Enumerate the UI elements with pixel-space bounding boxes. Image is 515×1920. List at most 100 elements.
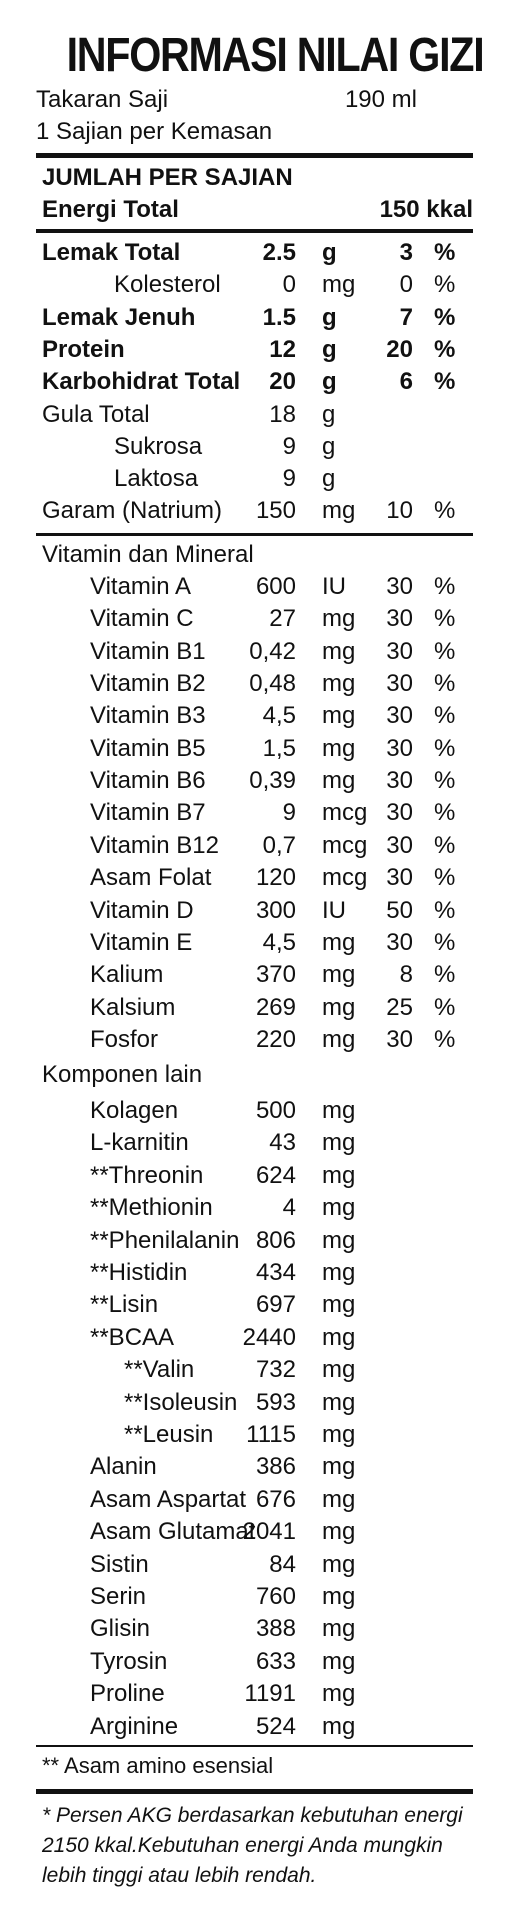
vitamin-percent: 50: [386, 896, 413, 924]
nutrient-unit: g: [322, 465, 336, 493]
nutrient-row: Protein 12 g 20%: [36, 334, 473, 366]
component-row: Serin 760 mg: [36, 1581, 473, 1613]
nutrient-percent: 6: [399, 368, 413, 396]
label-title: INFORMASI NILAI GIZI: [66, 29, 485, 82]
vitamin-row: Vitamin B3 4,5 mg 30%: [36, 700, 473, 732]
vitamin-unit: mcg: [322, 831, 368, 859]
percent-sign: %: [434, 239, 456, 266]
component-row: Arginine 524 mg: [36, 1711, 473, 1743]
component-unit: mg: [322, 1712, 356, 1740]
percent-sign: %: [434, 670, 456, 698]
vitamin-label: Vitamin B5: [90, 734, 206, 762]
percent-sign: %: [434, 831, 456, 859]
vitamin-amount: 370: [255, 961, 296, 989]
component-unit: mg: [322, 1194, 356, 1222]
vitamin-header-row: Vitamin dan Mineral: [36, 539, 473, 571]
component-unit: mg: [322, 1226, 356, 1254]
percent-sign: %: [434, 573, 456, 600]
component-unit: mg: [322, 1485, 356, 1513]
component-label: **BCAA: [90, 1323, 175, 1351]
thick-divider-2: [36, 229, 473, 233]
vitamin-amount: 220: [255, 1025, 296, 1053]
nutrient-unit: g: [322, 368, 337, 396]
vitamin-row: Vitamin E 4,5 mg 30%: [36, 927, 473, 959]
component-row: Asam Aspartat 676 mg: [36, 1484, 473, 1516]
component-amount: 697: [255, 1291, 296, 1319]
nutrient-row: Garam (Natrium) 150 mg 10%: [36, 495, 473, 527]
percent-sign: %: [434, 637, 456, 665]
nutrient-amount: 18: [269, 400, 296, 428]
nutrient-amount: 150: [255, 497, 296, 525]
component-unit: mg: [322, 1647, 356, 1675]
vitamin-amount: 600: [255, 573, 296, 600]
component-amount: 524: [255, 1712, 296, 1740]
vitamin-label: Kalsium: [90, 993, 176, 1021]
component-row: **Leusin 1115 mg: [36, 1419, 473, 1451]
component-unit: mg: [322, 1680, 356, 1708]
nutrient-row: Lemak Jenuh 1.5 g 7%: [36, 302, 473, 334]
nutrient-amount: 12: [269, 335, 296, 363]
vitamin-percent: 30: [386, 637, 413, 665]
vitamin-percent: 30: [386, 702, 413, 730]
nutrient-unit: mg: [322, 271, 356, 299]
energy-label: Energi Total: [42, 196, 179, 223]
percent-sign: %: [434, 767, 456, 795]
nutrient-unit: g: [322, 239, 337, 266]
percent-sign: %: [434, 734, 456, 762]
vitamin-amount: 300: [255, 896, 296, 924]
vitamin-row: Vitamin B1 0,42 mg 30%: [36, 636, 473, 668]
nutrient-label: Garam (Natrium): [42, 497, 223, 525]
vitamin-unit: mg: [322, 702, 356, 730]
component-label: **Phenilalanin: [90, 1226, 240, 1254]
energy-row: Energi Total 150 kkal: [36, 194, 473, 226]
component-row: Glisin 388 mg: [36, 1613, 473, 1645]
percent-sign: %: [434, 961, 456, 989]
divider-vitamins: [36, 533, 473, 536]
component-row: **Histidin 434 mg: [36, 1257, 473, 1289]
nutrient-unit: g: [322, 335, 337, 363]
component-amount: 633: [255, 1647, 296, 1675]
component-amount: 434: [255, 1259, 296, 1286]
component-label: Asam Aspartat: [90, 1485, 247, 1513]
vitamin-label: Asam Folat: [90, 864, 212, 892]
component-label: **Valin: [124, 1356, 195, 1384]
component-amount: 500: [255, 1097, 296, 1124]
vitamin-label: Vitamin B1: [90, 637, 206, 665]
nutrient-amount: 20: [269, 368, 296, 396]
component-row: Asam Glutamat 2041 mg: [36, 1516, 473, 1548]
vitamin-amount: 0,39: [249, 767, 296, 795]
component-unit: mg: [322, 1388, 356, 1416]
nutrient-label: Sukrosa: [114, 432, 203, 460]
component-amount: 732: [255, 1356, 296, 1384]
nutrient-row: Karbohidrat Total 20 g 6%: [36, 366, 473, 398]
vitamin-label: Vitamin B7: [90, 799, 206, 827]
vitamin-percent: 30: [386, 670, 413, 698]
percent-sign: %: [434, 993, 456, 1021]
vitamin-unit: mg: [322, 734, 356, 762]
component-amount: 388: [255, 1615, 296, 1643]
percent-sign: %: [434, 368, 456, 396]
nutrient-percent: 3: [399, 239, 413, 266]
component-label: **Isoleusin: [124, 1388, 238, 1416]
component-row: Proline 1191 mg: [36, 1678, 473, 1710]
component-amount: 593: [255, 1388, 296, 1416]
thick-divider-bottom: [36, 1789, 473, 1794]
essential-note: ** Asam amino esensial: [42, 1753, 274, 1778]
vitamin-label: Vitamin C: [90, 605, 194, 633]
vitamin-unit: mg: [322, 637, 356, 665]
komponen-header-row: Komponen lain: [36, 1059, 473, 1091]
serving-size-row: Takaran Saji 190 ml: [36, 84, 473, 116]
percent-sign: %: [434, 335, 456, 363]
component-label: Sistin: [90, 1550, 149, 1578]
component-unit: mg: [322, 1097, 356, 1124]
vitamin-percent: 30: [386, 864, 413, 892]
vitamin-label: Vitamin B6: [90, 767, 206, 795]
nutrient-row: Gula Total 18 g: [36, 399, 473, 431]
vitamin-unit: mg: [322, 670, 356, 698]
vitamin-amount: 4,5: [262, 928, 296, 956]
vitamin-label: Vitamin B12: [90, 831, 219, 859]
component-amount: 806: [255, 1226, 296, 1254]
nutrient-label: Laktosa: [114, 465, 199, 493]
percent-sign: %: [434, 864, 456, 892]
percent-sign: %: [434, 928, 456, 956]
